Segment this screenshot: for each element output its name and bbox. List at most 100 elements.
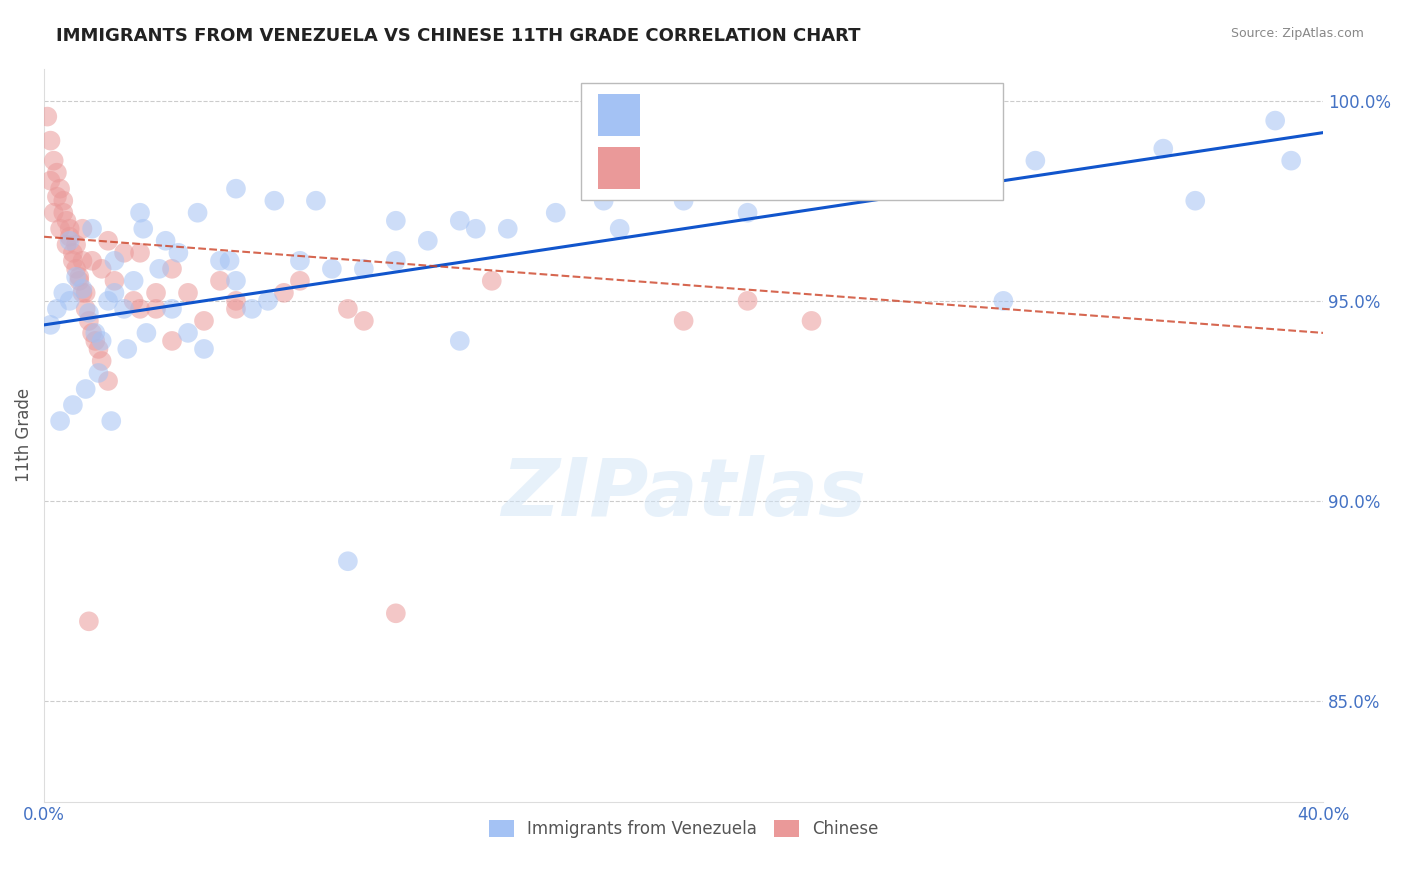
Point	[193, 342, 215, 356]
Point	[72, 285, 94, 300]
Point	[167, 245, 190, 260]
Point	[1184, 194, 1206, 208]
Point	[75, 285, 97, 300]
Point	[59, 234, 82, 248]
Point	[65, 261, 87, 276]
Point	[77, 306, 100, 320]
Point	[145, 285, 167, 300]
Point	[263, 194, 285, 208]
Point	[55, 213, 77, 227]
Point	[52, 205, 75, 219]
Point	[177, 285, 200, 300]
Point	[97, 293, 120, 308]
Point	[385, 213, 408, 227]
Point	[100, 414, 122, 428]
Point	[160, 261, 183, 276]
Point	[225, 301, 247, 316]
Point	[49, 221, 72, 235]
Point	[67, 274, 90, 288]
Point	[62, 398, 84, 412]
Point	[187, 205, 209, 219]
Point	[112, 301, 135, 316]
Point	[90, 354, 112, 368]
Point	[132, 221, 155, 235]
Point	[103, 274, 125, 288]
Point	[385, 607, 408, 621]
Point	[321, 261, 343, 276]
Point	[672, 314, 695, 328]
Point	[832, 182, 855, 196]
Point	[42, 205, 65, 219]
Point	[385, 253, 408, 268]
Point	[135, 326, 157, 340]
Point	[112, 245, 135, 260]
Point	[97, 374, 120, 388]
Point	[129, 301, 152, 316]
Point	[72, 282, 94, 296]
Point	[449, 213, 471, 227]
Point	[90, 334, 112, 348]
Point	[928, 174, 950, 188]
Point	[80, 221, 103, 235]
Point	[39, 134, 62, 148]
Point	[225, 182, 247, 196]
Point	[129, 205, 152, 219]
Point	[145, 301, 167, 316]
Point	[97, 234, 120, 248]
Point	[49, 414, 72, 428]
Point	[72, 221, 94, 235]
Point	[52, 285, 75, 300]
Point	[336, 554, 359, 568]
Point	[544, 205, 567, 219]
Point	[155, 234, 177, 248]
Point	[122, 293, 145, 308]
Point	[84, 326, 107, 340]
Point	[67, 269, 90, 284]
Point	[80, 253, 103, 268]
Point	[45, 190, 67, 204]
Point	[72, 253, 94, 268]
Point	[42, 153, 65, 168]
Point	[353, 261, 375, 276]
Point	[39, 174, 62, 188]
Point	[62, 253, 84, 268]
Point	[65, 269, 87, 284]
Point	[52, 194, 75, 208]
Point	[59, 229, 82, 244]
Point	[416, 234, 439, 248]
Point	[75, 301, 97, 316]
Point	[305, 194, 328, 208]
Point	[288, 253, 311, 268]
Y-axis label: 11th Grade: 11th Grade	[15, 388, 32, 482]
Point	[208, 274, 231, 288]
Point	[129, 245, 152, 260]
Point	[103, 253, 125, 268]
Point	[55, 237, 77, 252]
Point	[672, 194, 695, 208]
Text: ZIPatlas: ZIPatlas	[501, 455, 866, 533]
Point	[59, 293, 82, 308]
Point	[87, 342, 110, 356]
Point	[1024, 153, 1046, 168]
Legend: Immigrants from Venezuela, Chinese: Immigrants from Venezuela, Chinese	[482, 813, 886, 845]
Point	[177, 326, 200, 340]
Text: Source: ZipAtlas.com: Source: ZipAtlas.com	[1230, 27, 1364, 40]
Point	[1279, 153, 1302, 168]
Point	[59, 221, 82, 235]
Point	[65, 237, 87, 252]
Point	[117, 342, 139, 356]
Point	[609, 221, 631, 235]
Point	[1264, 113, 1286, 128]
Point	[39, 318, 62, 332]
Point	[273, 285, 295, 300]
Point	[336, 301, 359, 316]
Point	[1152, 142, 1174, 156]
Point	[77, 314, 100, 328]
Point	[257, 293, 280, 308]
Point	[592, 194, 614, 208]
Point	[62, 245, 84, 260]
Point	[737, 293, 759, 308]
Point	[87, 366, 110, 380]
Point	[208, 253, 231, 268]
Point	[240, 301, 263, 316]
